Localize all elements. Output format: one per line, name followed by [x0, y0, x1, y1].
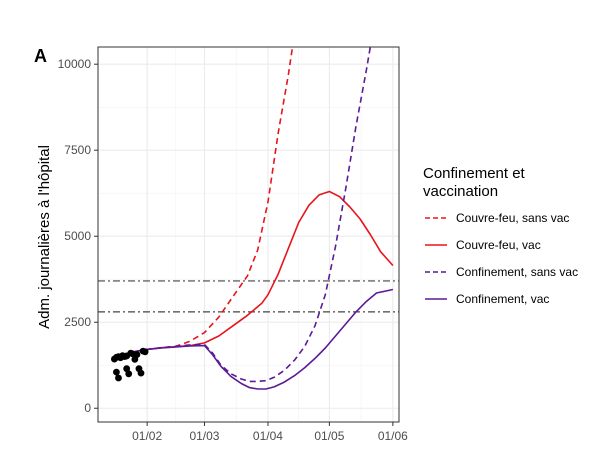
observed-point — [113, 368, 120, 376]
observed-point — [141, 348, 149, 356]
legend-title-line-1: Confinement et — [423, 165, 526, 182]
observed-point — [133, 351, 141, 358]
y-tick-label: 7500 — [64, 143, 91, 157]
legend-title-line-2: vaccination — [423, 183, 498, 200]
y-axis-title: Adm. journalières à l'hôpital — [36, 145, 53, 329]
legend: Confinement et vaccination Couvre-feu, s… — [423, 165, 578, 306]
series-lines — [134, 47, 394, 390]
x-tick-label: 01/05 — [314, 429, 344, 443]
legend-label: Confinement, sans vac — [456, 265, 578, 279]
legend-label: Couvre-feu, sans vac — [456, 211, 569, 225]
series-line — [134, 288, 394, 390]
grid — [98, 47, 399, 422]
panel-border — [97, 46, 400, 423]
legend-label: Confinement, vac — [456, 292, 549, 306]
legend-label: Couvre-feu, vac — [456, 238, 541, 252]
y-tick-label: 2500 — [64, 315, 91, 329]
legend-keys: Couvre-feu, sans vac Couvre-feu, vac Confi… — [425, 211, 578, 306]
observed-points — [110, 347, 149, 382]
y-tick-label: 10000 — [58, 57, 92, 71]
observed-point — [125, 370, 133, 378]
y-tick-label: 0 — [84, 401, 91, 415]
x-tick-label: 01/02 — [132, 429, 162, 443]
series-line — [134, 47, 372, 383]
x-tick-label: 01/06 — [378, 429, 408, 443]
observed-point — [137, 369, 145, 377]
y-tick-label: 5000 — [64, 229, 91, 243]
x-tick-label: 01/04 — [253, 429, 283, 443]
panel-tag: A — [34, 46, 47, 66]
y-ticks: 0 2500 5000 7500 10000 — [58, 57, 98, 415]
x-tick-label: 01/03 — [189, 429, 219, 443]
reference-lines — [98, 280, 399, 313]
observed-point — [123, 365, 131, 373]
x-ticks: 01/02 01/03 01/04 01/05 01/06 — [132, 422, 408, 443]
observed-point — [115, 374, 122, 382]
